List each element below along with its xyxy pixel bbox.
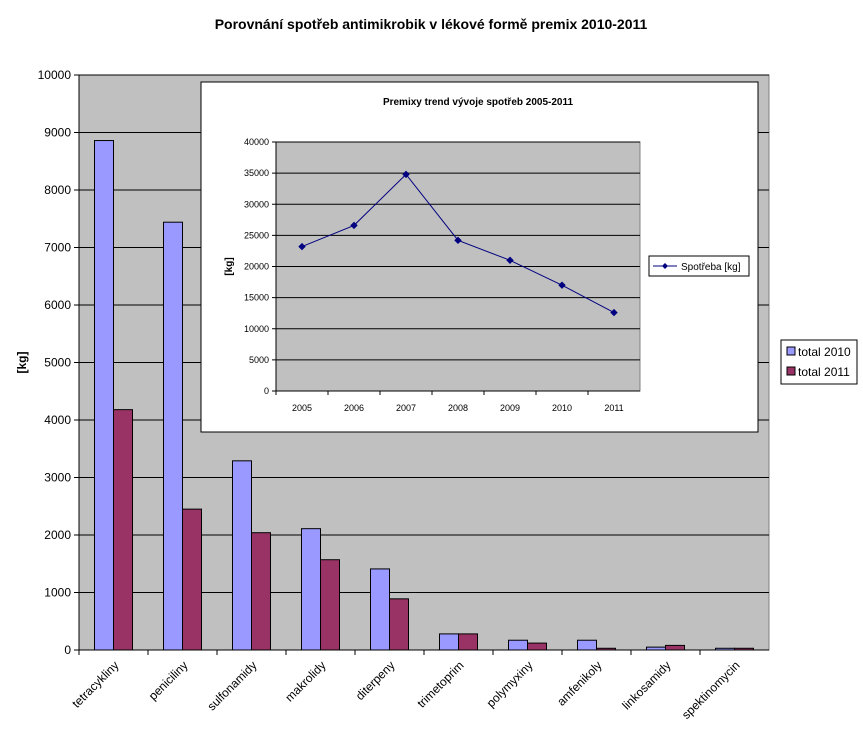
bar-2010 (577, 639, 597, 651)
data-point (298, 242, 306, 251)
inset-markers (298, 170, 618, 317)
y-tick-label: 1000 (44, 586, 71, 600)
data-point (350, 221, 358, 230)
bar-2011 (182, 508, 202, 651)
legend-swatch (786, 366, 796, 376)
inset-legend: Spotřeba [kg] (648, 255, 750, 277)
inset-y-tick-label: 30000 (244, 199, 269, 209)
y-tick-label: 8000 (44, 183, 71, 197)
bar-2010 (301, 528, 321, 651)
y-tick-label: 6000 (44, 298, 71, 312)
inset-x-tick-label: 2010 (552, 403, 572, 413)
y-tick-label: 4000 (44, 413, 71, 427)
inset-y-tick-label: 0 (264, 386, 269, 396)
inset-x-tick-label: 2009 (500, 403, 520, 413)
inset-x-tick-label: 2007 (396, 403, 416, 413)
y-tick-label: 10000 (38, 68, 72, 82)
bar-2010 (439, 633, 459, 651)
inset-y-tick-label: 20000 (244, 262, 269, 272)
inset-title: Premixy trend vývoje spotřeb 2005-2011 (383, 97, 574, 108)
data-point (454, 236, 462, 245)
bar-2011 (734, 647, 754, 651)
x-tick-labels: tetracykliny peniciliny sulfonamidy makroli… (69, 650, 743, 722)
bars (94, 140, 754, 651)
legend-swatch (786, 346, 796, 356)
y-tick-label: 7000 (44, 241, 71, 255)
bar-2011 (458, 633, 478, 651)
legend-label: total 2011 (798, 365, 850, 379)
data-point (506, 256, 514, 264)
bar-2011 (665, 644, 685, 651)
data-point (558, 281, 566, 289)
bar-2010 (370, 568, 390, 651)
bar-legend: total 2010 total 2011 (780, 339, 858, 385)
x-tick-label: spektinomycin (679, 658, 743, 722)
inset-y-tick-label: 10000 (244, 324, 269, 334)
x-tick-label: tetracykliny (69, 658, 121, 710)
bar-2011 (251, 532, 271, 651)
y-tick-label: 9000 (44, 126, 71, 140)
y-tick-label: 3000 (44, 471, 71, 485)
x-tick-label: diterpeny (353, 658, 398, 703)
bar-2011 (320, 559, 340, 651)
y-tick-label: 5000 (44, 356, 71, 370)
bar-2010 (646, 646, 666, 651)
inset-y-tick-label: 5000 (249, 355, 269, 365)
inset-gridlines: 0 5000 10000 15000 20000 25000 30000 35000 40000 (244, 137, 640, 396)
y-axis-title: [kg] (15, 352, 29, 374)
bar-2011 (527, 642, 547, 651)
bar-2010 (163, 221, 183, 651)
x-tick-label: sulfonamidy (204, 658, 259, 713)
bar-2010 (232, 460, 252, 651)
bar-2010 (508, 639, 528, 651)
x-tick-label: linkosamidy (619, 658, 673, 712)
inset-y-tick-label: 40000 (244, 137, 269, 147)
x-tick-label: trimetoprim (414, 658, 466, 710)
bar-2010 (715, 647, 735, 651)
inset-legend-label: Spotřeba [kg] (681, 262, 741, 273)
bar-2010 (94, 140, 114, 651)
inset-x-tick-label: 2008 (448, 403, 468, 413)
x-tick-label: polymyxiny (484, 658, 536, 710)
data-point (610, 308, 618, 317)
legend-label: total 2010 (798, 345, 851, 359)
inset-chart: Premixy trend vývoje spotřeb 2005-2011 0 5… (200, 81, 759, 433)
inset-y-axis-title: [kg] (224, 257, 235, 275)
x-tick-label: amfenikoly (554, 658, 604, 708)
inset-x-tick-labels: 2005 2006 2007 2008 2009 2010 2011 (275, 391, 624, 413)
inset-y-tick-label: 25000 (244, 230, 269, 240)
bar-2011 (113, 409, 133, 651)
inset-x-tick-label: 2011 (604, 403, 623, 413)
y-tick-label: 0 (64, 643, 71, 657)
inset-legend-marker (662, 263, 668, 269)
data-point (402, 170, 410, 179)
inset-y-tick-label: 35000 (244, 168, 269, 178)
inset-x-tick-label: 2006 (344, 403, 364, 413)
chart-title: Porovnání spotřeb antimikrobik v lékové … (215, 16, 648, 32)
inset-x-tick-label: 2005 (292, 403, 312, 413)
inset-y-tick-label: 15000 (244, 293, 269, 303)
bar-2011 (596, 647, 616, 651)
x-tick-label: peniciliny (146, 658, 191, 703)
y-tick-label: 2000 (44, 528, 71, 542)
x-tick-label: makrolidy (282, 658, 328, 704)
inset-legend-box (648, 255, 750, 277)
y-axis-ticks: 0 1000 2000 3000 4000 5000 6000 7000 8000 9000 100… (38, 68, 79, 657)
bar-2011 (389, 598, 409, 651)
